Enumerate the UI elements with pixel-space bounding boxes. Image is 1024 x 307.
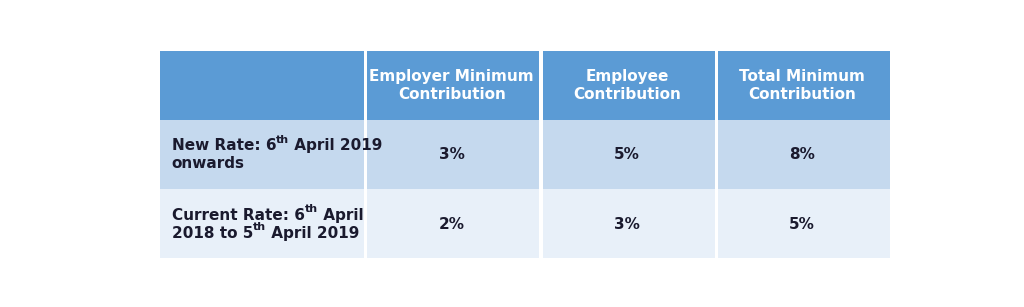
Text: Employee
Contribution: Employee Contribution	[573, 69, 681, 102]
Text: 3%: 3%	[439, 147, 465, 162]
Bar	[160, 120, 365, 189]
Bar	[368, 51, 540, 120]
Text: Employer Minimum
Contribution: Employer Minimum Contribution	[370, 69, 535, 102]
Text: Total Minimum
Contribution: Total Minimum Contribution	[739, 69, 865, 102]
Text: onwards: onwards	[172, 156, 245, 171]
Text: 5%: 5%	[614, 147, 640, 162]
Bar	[543, 51, 715, 120]
Text: 8%: 8%	[790, 147, 815, 162]
Bar	[368, 120, 540, 189]
Text: Current Rate: 6: Current Rate: 6	[172, 208, 305, 223]
Bar	[718, 51, 890, 120]
Bar	[718, 189, 890, 258]
Text: April 2019: April 2019	[290, 138, 383, 153]
Text: 5%: 5%	[790, 217, 815, 232]
Bar	[160, 51, 365, 120]
Text: 2%: 2%	[439, 217, 465, 232]
Bar	[368, 189, 540, 258]
Bar	[543, 120, 715, 189]
Bar	[718, 120, 890, 189]
Text: New Rate: 6: New Rate: 6	[172, 138, 276, 153]
Text: April: April	[317, 208, 364, 223]
Text: th: th	[253, 222, 266, 232]
Bar	[160, 189, 365, 258]
Text: April 2019: April 2019	[266, 226, 359, 241]
Text: 3%: 3%	[614, 217, 640, 232]
Text: th: th	[305, 204, 317, 214]
Text: 2018 to 5: 2018 to 5	[172, 226, 253, 241]
Bar	[543, 189, 715, 258]
Text: th: th	[276, 135, 290, 145]
